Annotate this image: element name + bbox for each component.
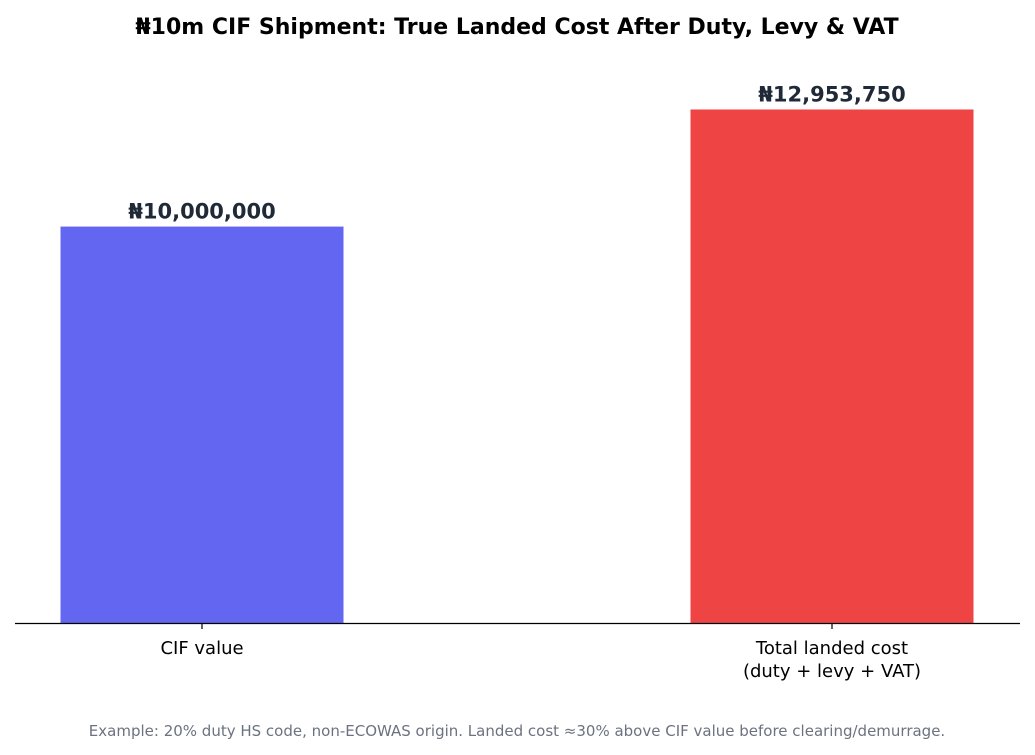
- x-tick-label-2-line-1: Total landed cost: [755, 638, 908, 659]
- bars-group: [60, 109, 974, 624]
- bar-2: [690, 109, 974, 624]
- data-label-1: ₦10,000,000: [128, 200, 275, 224]
- x-ticks-group: CIF value Total landed cost(duty + levy +…: [160, 623, 921, 682]
- data-labels-group: ₦10,000,000 ₦12,953,750: [128, 82, 905, 223]
- chart-title: ₦10m CIF Shipment: True Landed Cost Afte…: [135, 15, 898, 40]
- bar-1: [60, 226, 344, 624]
- data-label-2: ₦12,953,750: [758, 82, 905, 106]
- x-tick-label-2-line-2: (duty + levy + VAT): [743, 661, 921, 682]
- chart-footnote: Example: 20% duty HS code, non-ECOWAS or…: [89, 722, 945, 740]
- x-tick-label-1-line-1: CIF value: [160, 638, 243, 659]
